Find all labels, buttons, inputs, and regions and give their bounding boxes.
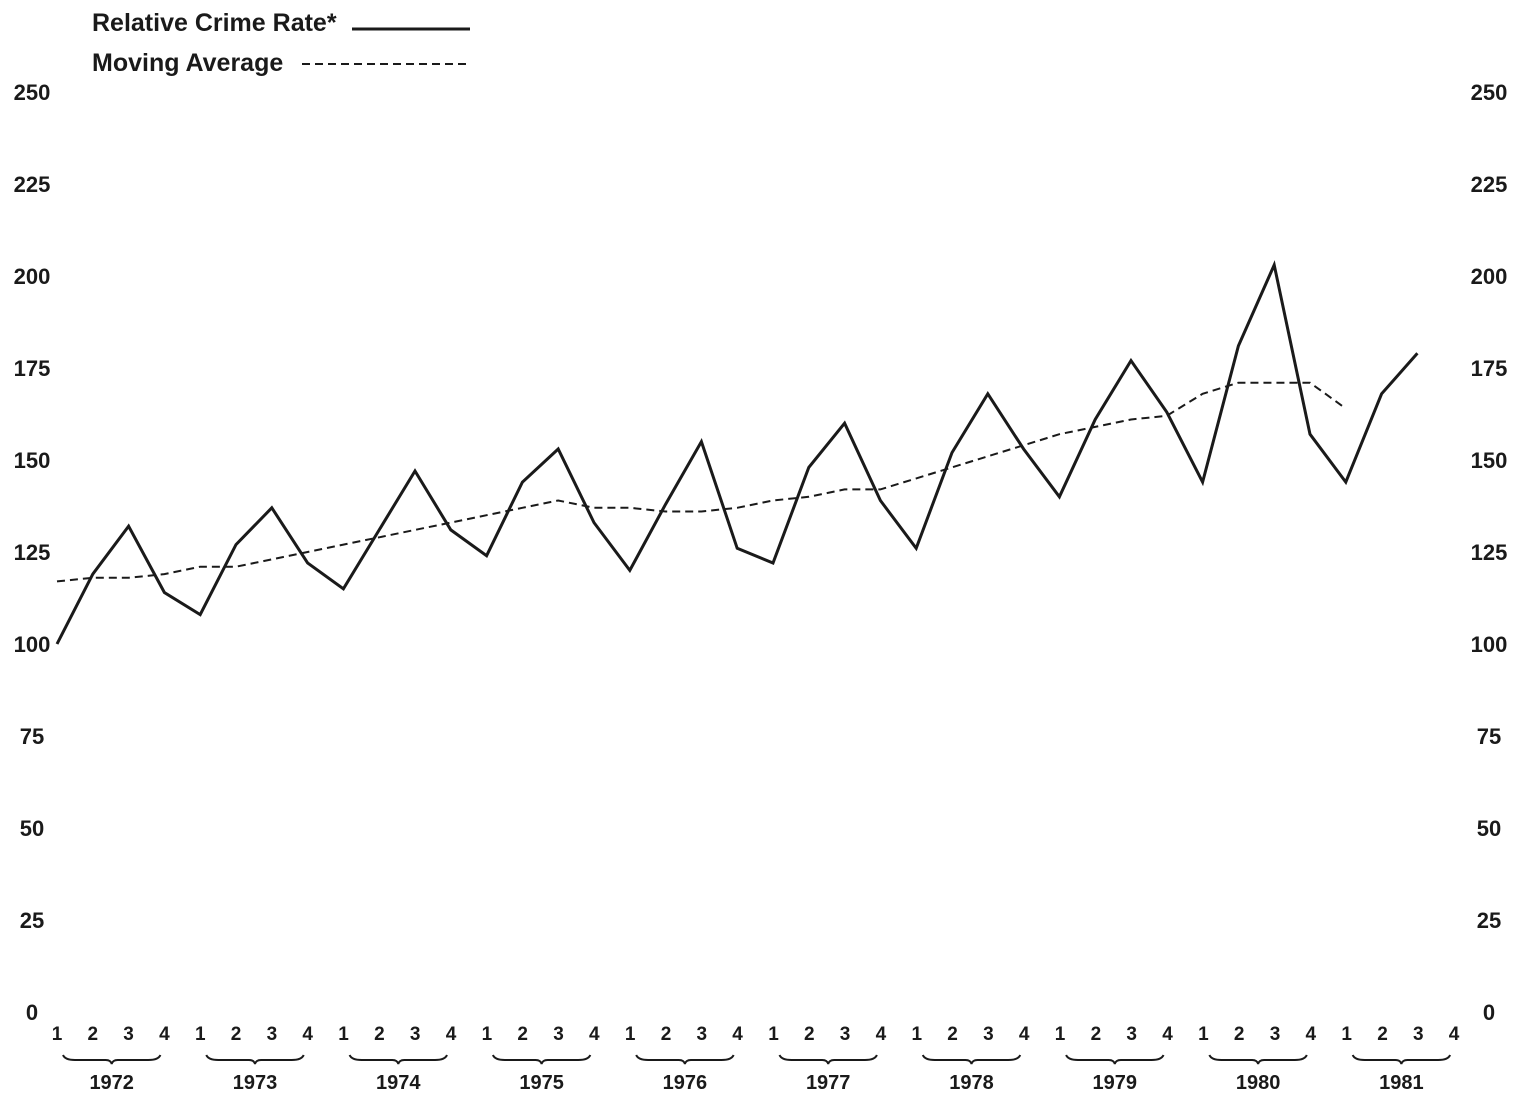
quarter-label-1974-3: 3 [410, 1024, 421, 1045]
year-label-1978: 1978 [949, 1072, 994, 1094]
quarter-label-1981-2: 2 [1377, 1024, 1388, 1045]
y-tick-left-200: 200 [14, 264, 51, 289]
quarter-label-1976-4: 4 [732, 1024, 743, 1045]
quarter-label-1978-4: 4 [1019, 1024, 1030, 1045]
quarter-label-1973-4: 4 [302, 1024, 313, 1045]
y-tick-right-50: 50 [1477, 816, 1501, 841]
quarter-label-1973-3: 3 [267, 1024, 278, 1045]
quarter-label-1977-1: 1 [768, 1024, 779, 1045]
year-label-1974: 1974 [376, 1072, 421, 1094]
y-tick-right-125: 125 [1471, 540, 1508, 565]
year-brace-1980 [1208, 1054, 1308, 1065]
y-tick-left-50: 50 [20, 816, 44, 841]
legend: Relative Crime Rate* Moving Average [92, 9, 470, 77]
year-brace-1977 [778, 1054, 878, 1065]
year-brace-1974 [348, 1054, 448, 1065]
quarter-label-1980-3: 3 [1270, 1024, 1281, 1045]
year-label-1979: 1979 [1093, 1072, 1138, 1094]
year-label-1976: 1976 [663, 1072, 708, 1094]
year-brace-1979 [1065, 1054, 1165, 1065]
y-tick-left-250: 250 [14, 80, 51, 105]
y-tick-right-25: 25 [1477, 908, 1501, 933]
relative-crime-rate-line [55, 260, 1419, 645]
year-label-1980: 1980 [1236, 1072, 1281, 1094]
y-axis-left-ticks: 0 25 50 75 100 125 150 175 200 225 250 [14, 80, 51, 1025]
quarter-label-1979-1: 1 [1055, 1024, 1066, 1045]
quarter-label-1974-2: 2 [374, 1024, 385, 1045]
y-tick-left-175: 175 [14, 356, 51, 381]
y-tick-left-125: 125 [14, 540, 51, 565]
y-tick-left-225: 225 [14, 172, 51, 197]
quarter-label-1980-4: 4 [1306, 1024, 1317, 1045]
y-tick-right-150: 150 [1471, 448, 1508, 473]
quarter-label-1979-3: 3 [1126, 1024, 1137, 1045]
quarter-label-1975-2: 2 [517, 1024, 528, 1045]
quarter-label-1976-3: 3 [697, 1024, 708, 1045]
year-brace-1976 [635, 1054, 735, 1065]
y-tick-right-100: 100 [1471, 632, 1508, 657]
quarter-label-1972-4: 4 [159, 1024, 170, 1045]
quarter-label-1973-2: 2 [231, 1024, 242, 1045]
quarter-label-1976-2: 2 [661, 1024, 672, 1045]
quarter-label-1979-4: 4 [1162, 1024, 1173, 1045]
series-lines [55, 260, 1419, 645]
year-label-1981: 1981 [1379, 1072, 1424, 1094]
quarter-label-1977-3: 3 [840, 1024, 851, 1045]
x-axis-quarters-years: 1 2 3 4 1972 1 2 3 4 1973 1 2 3 4 1974 1 2 3 4 1975 1 2 3 4 1976… [52, 1024, 1460, 1094]
quarter-label-1981-3: 3 [1413, 1024, 1424, 1045]
quarter-label-1977-2: 2 [804, 1024, 815, 1045]
y-tick-left-25: 25 [20, 908, 44, 933]
quarter-label-1974-1: 1 [338, 1024, 349, 1045]
quarter-label-1972-2: 2 [88, 1024, 99, 1045]
quarter-label-1978-2: 2 [947, 1024, 958, 1045]
y-tick-left-150: 150 [14, 448, 51, 473]
year-label-1973: 1973 [233, 1072, 278, 1094]
quarter-label-1980-2: 2 [1234, 1024, 1245, 1045]
year-brace-1973 [205, 1054, 305, 1065]
quarter-label-1981-1: 1 [1341, 1024, 1352, 1045]
year-label-1975: 1975 [519, 1072, 564, 1094]
quarter-label-1975-1: 1 [482, 1024, 493, 1045]
quarter-label-1974-4: 4 [446, 1024, 457, 1045]
quarter-label-1977-4: 4 [876, 1024, 887, 1045]
y-tick-right-0: 0 [1483, 1000, 1495, 1025]
quarter-label-1972-1: 1 [52, 1024, 63, 1045]
year-brace-1972 [62, 1054, 162, 1065]
moving-average-line [56, 381, 1347, 583]
y-tick-right-75: 75 [1477, 724, 1501, 749]
year-brace-1981 [1351, 1054, 1452, 1065]
quarter-label-1975-3: 3 [553, 1024, 564, 1045]
y-tick-right-225: 225 [1471, 172, 1508, 197]
year-brace-1975 [491, 1054, 592, 1065]
year-brace-1978 [921, 1054, 1022, 1065]
quarter-label-1979-2: 2 [1091, 1024, 1102, 1045]
y-tick-right-175: 175 [1471, 356, 1508, 381]
y-tick-left-100: 100 [14, 632, 51, 657]
year-label-1977: 1977 [806, 1072, 851, 1094]
quarter-label-1975-4: 4 [589, 1024, 600, 1045]
y-axis-right-ticks: 0 25 50 75 100 125 150 175 200 225 250 [1471, 80, 1508, 1025]
legend-label-relative-crime-rate: Relative Crime Rate* [92, 9, 337, 37]
y-tick-left-0: 0 [26, 1000, 38, 1025]
y-tick-left-75: 75 [20, 724, 44, 749]
year-label-1972: 1972 [89, 1072, 134, 1094]
quarter-label-1978-1: 1 [912, 1024, 923, 1045]
quarter-label-1980-1: 1 [1198, 1024, 1209, 1045]
quarter-label-1972-3: 3 [123, 1024, 134, 1045]
y-tick-right-200: 200 [1471, 264, 1508, 289]
y-tick-right-250: 250 [1471, 80, 1508, 105]
legend-label-moving-average: Moving Average [92, 49, 283, 77]
quarter-label-1973-1: 1 [195, 1024, 206, 1045]
quarter-label-1978-3: 3 [983, 1024, 994, 1045]
quarter-label-1981-4: 4 [1449, 1024, 1460, 1045]
quarter-label-1976-1: 1 [625, 1024, 636, 1045]
